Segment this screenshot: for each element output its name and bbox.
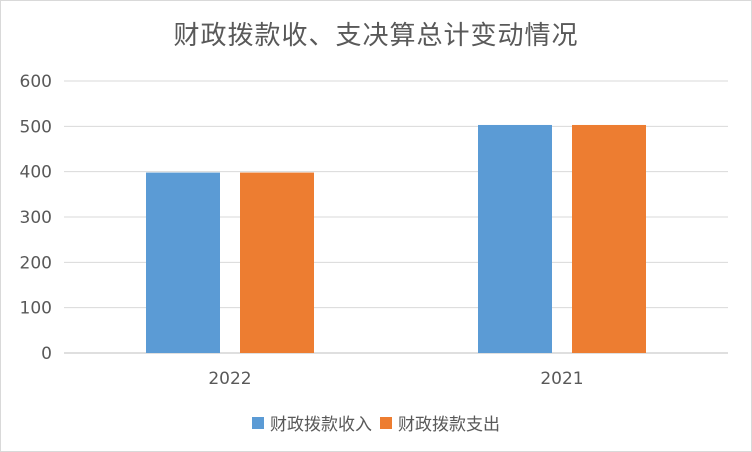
y-tick-label: 100 bbox=[20, 299, 52, 319]
legend-label-income: 财政拨款收入 bbox=[270, 415, 372, 435]
y-tick-label: 500 bbox=[20, 117, 52, 137]
bar bbox=[146, 172, 220, 353]
legend-swatch-expense bbox=[380, 416, 392, 429]
chart-plot: 0 100 200 300 400 500 600 2022 2021 bbox=[20, 72, 728, 389]
x-tick-label: 2021 bbox=[540, 369, 583, 389]
y-tick-label: 0 bbox=[41, 344, 52, 364]
legend-swatch-income bbox=[252, 416, 264, 429]
bar bbox=[478, 124, 552, 354]
y-tick-label: 600 bbox=[20, 72, 52, 92]
legend-item-income: 财政拨款收入 bbox=[252, 410, 372, 435]
x-tick-label: 2022 bbox=[208, 369, 251, 389]
y-tick-label: 200 bbox=[20, 253, 52, 273]
bar bbox=[572, 124, 646, 354]
bar bbox=[240, 172, 314, 353]
y-tick-label: 400 bbox=[20, 163, 52, 183]
legend-item-expense: 财政拨款支出 bbox=[380, 410, 500, 435]
y-tick-label: 300 bbox=[20, 208, 52, 228]
legend: 财政拨款收入 财政拨款支出 bbox=[1, 410, 751, 435]
chart-title: 财政拨款收、支决算总计变动情况 bbox=[173, 21, 579, 51]
legend-label-expense: 财政拨款支出 bbox=[398, 415, 500, 435]
